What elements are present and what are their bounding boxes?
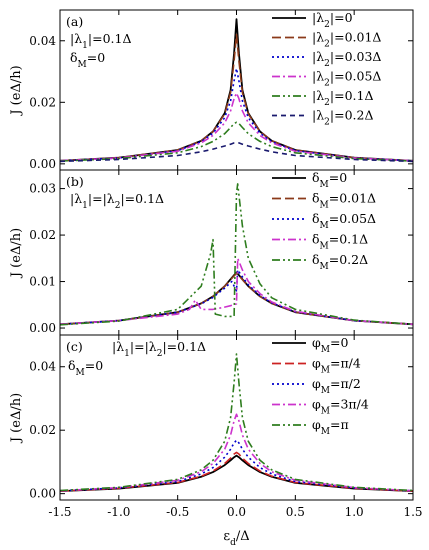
panel-annotation: δM=0 [68, 358, 103, 378]
legend-entry-1: δM=0.01Δ [312, 191, 376, 211]
legend-entry-4: |λ2|=0.1Δ [312, 88, 373, 108]
series-lines [60, 18, 413, 163]
legend-entry-4: φM=π [312, 417, 349, 437]
legend-entry-0: |λ2|=0 [312, 10, 353, 30]
panel-annotation: |λ1|=0.1Δ [70, 31, 131, 51]
series-lines [60, 183, 413, 326]
x-axis-label: εd/Δ [223, 529, 249, 548]
legend-entry-3: |λ2|=0.05Δ [312, 69, 381, 89]
series-lines [60, 353, 413, 492]
y-tick-label: 0.03 [29, 182, 56, 196]
x-tick-label: -0.5 [166, 505, 189, 519]
x-tick-label: 1.5 [403, 505, 422, 519]
legend-entry-3: δM=0.1Δ [312, 232, 368, 252]
panel-label: (c) [66, 339, 83, 354]
panel-annotation: |λ1|=|λ2|=0.1Δ [70, 191, 164, 211]
y-tick-label: 0.02 [29, 228, 56, 242]
y-tick-label: 0.00 [29, 321, 56, 335]
series-line-3 [60, 92, 413, 162]
x-tick-label: 0.5 [286, 505, 305, 519]
legend-entry-0: δM=0 [312, 170, 347, 190]
y-tick-label: 0.02 [29, 423, 56, 437]
x-tick-label: -1.0 [107, 505, 130, 519]
legend-entry-4: δM=0.2Δ [312, 252, 368, 272]
y-tick-label: 0.01 [29, 275, 56, 289]
series-line-1 [60, 451, 413, 492]
legend-entry-2: |λ2|=0.03Δ [312, 49, 381, 69]
y-axis-label: J (eΔ/h) [9, 393, 24, 444]
y-axis-label: J (eΔ/h) [9, 65, 24, 116]
x-tick-label: -1.5 [48, 505, 71, 519]
series-line-4 [60, 121, 413, 162]
legend-entry-1: φM=π/4 [312, 356, 361, 376]
x-tick-label: 1.0 [345, 505, 364, 519]
series-line-2 [60, 439, 413, 492]
y-tick-label: 0.00 [29, 157, 56, 171]
y-tick-label: 0.02 [29, 95, 56, 109]
panel-b: 0.00 0.01 0.02 0.03 J (eΔ/h) (b) |λ1|=|λ2|=0.1… [9, 169, 414, 336]
panel-label: (a) [66, 14, 83, 29]
series-line-3 [60, 257, 413, 326]
x-tick-label: 0.0 [227, 505, 246, 519]
series-line-2 [60, 269, 413, 326]
y-tick-label: 0.00 [29, 487, 56, 501]
legend-entry-0: φM=0 [312, 335, 348, 355]
legend-entry-2: φM=π/2 [312, 376, 361, 396]
legend-entry-2: δM=0.05Δ [312, 211, 376, 231]
legend-entry-5: |λ2|=0.2Δ [312, 108, 373, 128]
series-line-3 [60, 413, 413, 492]
panel-label: (b) [66, 174, 84, 189]
y-tick-label: 0.04 [29, 360, 56, 374]
y-tick-label: 0.04 [29, 34, 56, 48]
series-line-2 [60, 67, 413, 162]
legend-entry-3: φM=3π/4 [312, 397, 369, 417]
y-axis-label: J (eΔ/h) [9, 228, 24, 279]
panel-annotation: |λ1|=|λ2|=0.1Δ [112, 339, 206, 359]
legend-entry-1: |λ2|=0.01Δ [312, 30, 381, 50]
series-line-4 [60, 183, 413, 326]
series-line-4 [60, 353, 413, 492]
panel-annotation: δM=0 [70, 50, 105, 70]
series-line-0 [60, 454, 413, 492]
panel-c: 0.00 0.02 0.04 J (eΔ/h) (c) |λ1|=|λ2|=0.1Δ δM=… [9, 334, 423, 548]
